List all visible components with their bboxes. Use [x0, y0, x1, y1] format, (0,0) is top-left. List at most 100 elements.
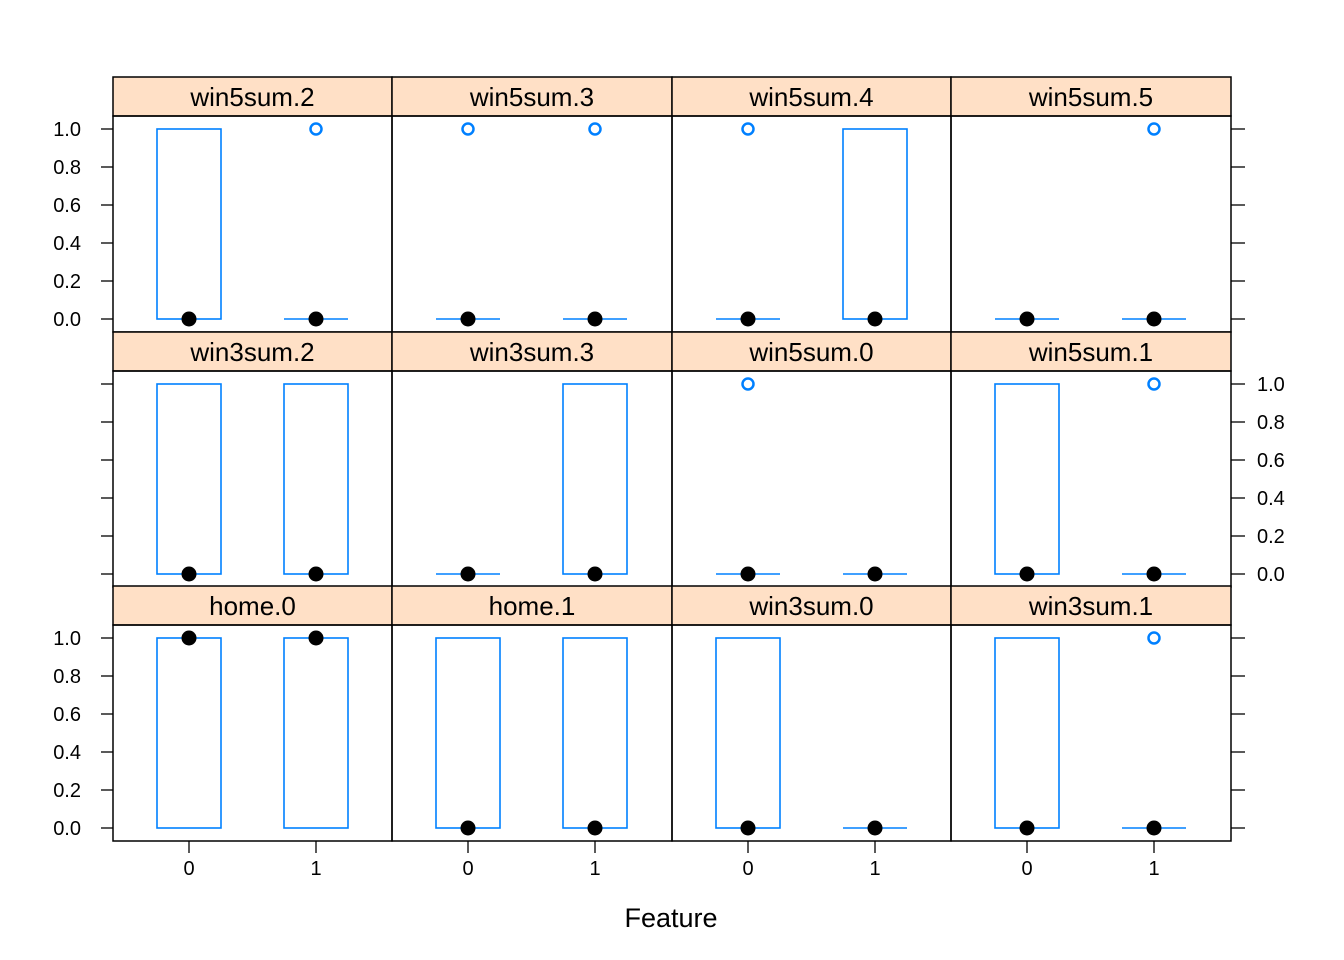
strip-win5sum.4	[671, 76, 952, 117]
y-tick-label: 1.0	[53, 628, 81, 650]
panel-win5sum.4: win5sum.4	[671, 76, 952, 333]
strip-home.1	[391, 585, 673, 626]
panel-win5sum.2: win5sum.2	[112, 76, 393, 333]
panel-border	[112, 115, 393, 333]
y-tick-label: 0.8	[1257, 412, 1285, 434]
y-tick-label: 0.2	[1257, 526, 1285, 548]
y-tick-label: 0.8	[53, 666, 81, 688]
y-tick-label: 0.2	[53, 780, 81, 802]
median-point	[587, 566, 603, 582]
median-point	[1146, 820, 1162, 836]
panel-win3sum.0: win3sum.0	[671, 585, 952, 842]
median-point	[308, 311, 324, 327]
box-win3sum.2-1	[283, 383, 349, 575]
x-tick-label: 0	[1021, 858, 1032, 880]
strip-win5sum.1	[950, 331, 1232, 372]
box-home.0-0	[156, 637, 222, 829]
box-win5sum.4-1	[842, 128, 908, 320]
panel-border	[671, 370, 952, 588]
box-win5sum.1-0	[994, 383, 1060, 575]
box-win5sum.2-0	[156, 128, 222, 320]
panel-win5sum.5: win5sum.5	[950, 76, 1232, 333]
x-tick-label: 0	[462, 858, 473, 880]
y-tick-label: 0.6	[53, 704, 81, 726]
panel-border	[391, 370, 673, 588]
strip-label: home.0	[209, 591, 296, 621]
outlier-point	[461, 122, 475, 136]
median-point	[1019, 566, 1035, 582]
panel-win3sum.2: win3sum.2	[112, 331, 393, 588]
strip-win5sum.2	[112, 76, 393, 117]
y-tick-label: 0.4	[53, 233, 81, 255]
panel-border	[950, 370, 1232, 588]
strip-win3sum.2	[112, 331, 393, 372]
strip-win3sum.3	[391, 331, 673, 372]
x-tick-label: 0	[183, 858, 194, 880]
x-tick-label: 0	[742, 858, 753, 880]
panel-win5sum.1: win5sum.1	[950, 331, 1232, 588]
strip-label: win5sum.3	[469, 82, 594, 112]
median-point	[867, 566, 883, 582]
box-win3sum.2-0	[156, 383, 222, 575]
y-tick-label: 1.0	[53, 119, 81, 141]
median-point	[308, 566, 324, 582]
strip-label: win3sum.3	[469, 337, 594, 367]
box-home.1-0	[435, 637, 501, 829]
strip-label: win3sum.1	[1028, 591, 1153, 621]
median-point	[181, 311, 197, 327]
median-point	[181, 566, 197, 582]
strip-label: home.1	[489, 591, 576, 621]
median-point	[587, 311, 603, 327]
y-tick-label: 0.6	[53, 195, 81, 217]
median-point	[308, 630, 324, 646]
panels-layer: win5sum.2 win5sum.3 win5sum.4 win5sum.5 win3…	[112, 76, 1232, 842]
outlier-point	[741, 377, 755, 391]
median-point	[1146, 311, 1162, 327]
box-win3sum.3-1	[562, 383, 628, 575]
median-point	[740, 820, 756, 836]
x-axis-title: Feature	[624, 903, 717, 933]
median-point	[740, 311, 756, 327]
strip-label: win5sum.0	[748, 337, 873, 367]
median-point	[460, 311, 476, 327]
outlier-point	[1147, 631, 1161, 645]
median-point	[867, 820, 883, 836]
y-tick-label: 0.0	[1257, 564, 1285, 586]
y-tick-label: 0.0	[53, 309, 81, 331]
panel-home.1: home.1	[391, 585, 673, 842]
y-tick-label: 0.2	[53, 271, 81, 293]
box-home.0-1	[283, 637, 349, 829]
y-tick-label: 0.0	[53, 818, 81, 840]
panel-border	[671, 115, 952, 333]
strip-label: win3sum.0	[748, 591, 873, 621]
box-home.1-1	[562, 637, 628, 829]
panel-border	[950, 624, 1232, 842]
panel-border	[112, 370, 393, 588]
outlier-point	[741, 122, 755, 136]
strip-label: win5sum.5	[1028, 82, 1153, 112]
strip-win3sum.1	[950, 585, 1232, 626]
x-tick-label: 1	[310, 858, 321, 880]
panel-border	[391, 624, 673, 842]
panel-win5sum.0: win5sum.0	[671, 331, 952, 588]
median-point	[740, 566, 756, 582]
strip-home.0	[112, 585, 393, 626]
box-win3sum.0-0	[715, 637, 781, 829]
panel-win3sum.3: win3sum.3	[391, 331, 673, 588]
outlier-point	[588, 122, 602, 136]
median-point	[181, 630, 197, 646]
panel-border	[950, 115, 1232, 333]
outlier-point	[1147, 377, 1161, 391]
y-tick-label: 0.4	[1257, 488, 1285, 510]
y-tick-label: 0.8	[53, 157, 81, 179]
y-tick-label: 0.6	[1257, 450, 1285, 472]
median-point	[587, 820, 603, 836]
panel-home.0: home.0	[112, 585, 393, 842]
strip-win5sum.5	[950, 76, 1232, 117]
y-tick-label: 1.0	[1257, 374, 1285, 396]
panel-win5sum.3: win5sum.3	[391, 76, 673, 333]
strip-label: win5sum.1	[1028, 337, 1153, 367]
panel-border	[391, 115, 673, 333]
panel-border	[112, 624, 393, 842]
